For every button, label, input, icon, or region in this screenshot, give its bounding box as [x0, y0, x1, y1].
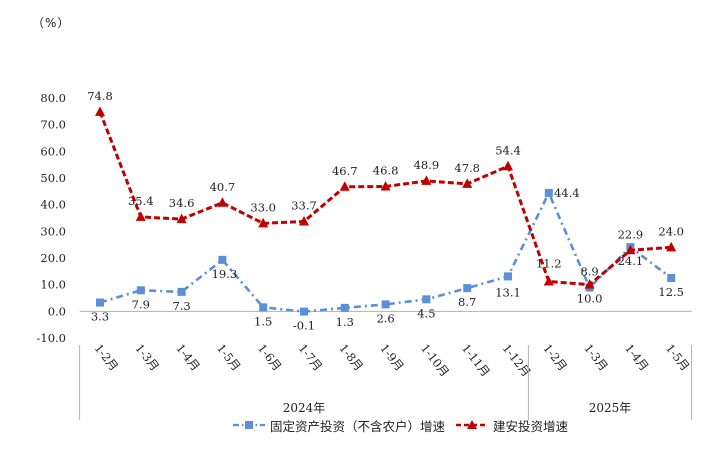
data-point: [300, 307, 308, 316]
x-tick-label: 1-9月: [377, 341, 407, 373]
data-label: 19.3: [212, 267, 238, 281]
y-tick-label: 20.0: [40, 251, 66, 265]
data-label: 33.0: [250, 200, 276, 214]
data-label: 24.1: [618, 254, 644, 268]
x-tick-label: 1-3月: [581, 341, 611, 373]
x-tick-label: 1-7月: [296, 341, 326, 373]
data-label: 22.9: [618, 227, 644, 241]
data-point: [584, 279, 595, 289]
data-point: [667, 274, 676, 282]
data-label: 46.8: [373, 164, 399, 178]
data-point: [462, 178, 473, 188]
legend-swatch-fixed-asset: [233, 421, 265, 429]
legend: 固定资产投资（不含农户）增速 建安投资增速: [232, 416, 578, 434]
data-point: [176, 213, 187, 224]
data-label: 48.9: [414, 158, 440, 172]
y-tick-label: 30.0: [40, 224, 66, 238]
data-label: 33.7: [291, 198, 317, 212]
y-tick-label: 80.0: [40, 91, 66, 105]
data-label: 1.3: [336, 315, 354, 329]
y-tick-label: 50.0: [40, 171, 66, 185]
legend-swatch-construction: [456, 420, 489, 429]
data-point: [96, 298, 104, 307]
y-tick-label: 40.0: [40, 198, 66, 212]
data-point: [421, 175, 432, 185]
data-label: 47.8: [454, 161, 480, 175]
data-label: 24.0: [658, 224, 684, 238]
y-tick-label: 70.0: [40, 118, 66, 132]
legend-label-fixed-asset: 固定资产投资（不含农户）增速: [270, 418, 446, 434]
x-tick-label: 1-2月: [92, 341, 122, 373]
data-point: [136, 286, 145, 295]
y-tick-label: 0.0: [48, 304, 66, 318]
data-point: [299, 215, 309, 226]
data-label: 54.4: [495, 143, 521, 157]
data-label: 11.2: [536, 256, 562, 270]
y-tick-label: 60.0: [40, 144, 66, 158]
data-point: [135, 211, 146, 221]
x-tick-label: 1-11月: [459, 341, 493, 379]
unit-label: （%）: [32, 16, 71, 30]
data-point: [625, 244, 636, 255]
data-label: 10.0: [577, 292, 603, 306]
y-tick-label: 10.0: [40, 278, 66, 292]
data-label: -0.1: [293, 319, 315, 333]
data-label: 12.5: [658, 285, 684, 299]
data-label: 8.9: [580, 265, 598, 279]
data-label: 34.6: [169, 196, 195, 210]
group-label: 2025年: [589, 401, 632, 415]
data-point: [95, 106, 105, 116]
data-point: [340, 303, 349, 312]
data-point: [463, 284, 472, 293]
data-point: [217, 197, 228, 207]
data-point: [380, 181, 391, 191]
x-tick-label: 1-5月: [663, 341, 693, 373]
y-tick-label: -10.0: [37, 331, 67, 345]
data-point: [504, 272, 512, 281]
data-point: [503, 160, 513, 171]
data-label: 46.7: [332, 164, 358, 178]
x-tick-label: 1-6月: [255, 341, 285, 373]
data-point: [543, 275, 554, 286]
data-point: [177, 287, 186, 296]
data-label: 2.6: [376, 311, 394, 325]
group-label: 2024年: [283, 401, 326, 415]
data-label: 3.3: [91, 310, 109, 324]
x-tick-label: 1-3月: [132, 341, 162, 373]
x-tick-label: 1-4月: [622, 341, 652, 373]
data-label: 1.5: [254, 314, 272, 328]
data-label: 74.8: [87, 89, 113, 103]
data-point: [666, 241, 677, 252]
data-point: [259, 303, 268, 312]
data-point: [544, 188, 553, 197]
data-label: 35.4: [128, 194, 154, 208]
x-tick-label: 1-8月: [336, 341, 366, 373]
data-label: 40.7: [210, 180, 236, 194]
data-label: 44.4: [554, 186, 580, 200]
data-label: 7.9: [132, 297, 150, 311]
data-label: 8.7: [458, 295, 476, 309]
data-point: [381, 300, 390, 309]
data-point: [258, 217, 269, 228]
x-tick-label: 1-5月: [214, 341, 244, 373]
legend-item-construction: 建安投资增速: [455, 416, 568, 435]
data-label: 4.5: [417, 306, 435, 320]
x-tick-label: 1-4月: [173, 341, 203, 373]
legend-label-construction: 建安投资增速: [493, 418, 569, 434]
data-point: [422, 295, 431, 304]
data-point: [339, 181, 350, 191]
x-tick-label: 1-10月: [418, 341, 452, 379]
data-point: [218, 255, 227, 264]
x-tick-label: 1-2月: [540, 341, 570, 373]
data-label: 13.1: [495, 285, 521, 299]
data-label: 7.3: [172, 299, 190, 313]
legend-item-fixed-asset: 固定资产投资（不含农户）增速: [232, 416, 445, 435]
